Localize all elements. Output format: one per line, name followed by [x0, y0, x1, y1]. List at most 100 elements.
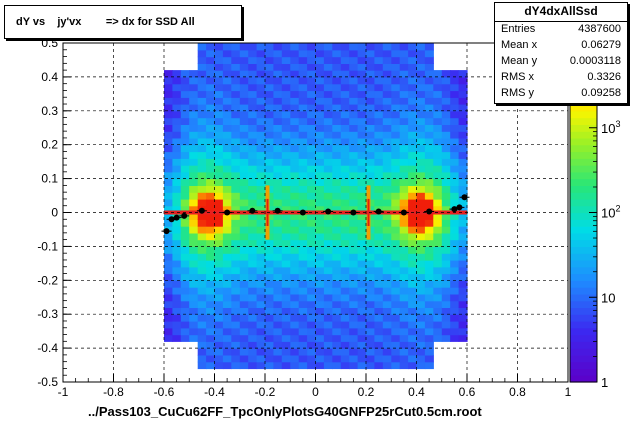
heatmap-cell — [399, 212, 409, 220]
heatmap-cell — [458, 144, 468, 153]
heatmap-cell — [189, 219, 199, 227]
heatmap-cell — [256, 219, 266, 227]
heatmap-cell — [281, 300, 291, 308]
heatmap-cell — [340, 287, 350, 295]
heatmap-cell — [222, 287, 232, 295]
heatmap-cell — [281, 334, 291, 342]
heatmap-cell — [416, 124, 426, 132]
heatmap-cell — [281, 56, 291, 64]
heatmap-cell — [222, 90, 232, 98]
heatmap-cell — [458, 97, 468, 105]
heatmap-cell — [206, 205, 216, 214]
heatmap-cell — [441, 90, 451, 98]
heatmap-cell — [231, 83, 241, 92]
heatmap-cell — [374, 83, 384, 92]
heatmap-cell — [424, 354, 434, 363]
heatmap-cell — [298, 334, 308, 342]
heatmap-cell — [281, 192, 291, 200]
heatmap-cell — [239, 334, 249, 342]
heatmap-cell — [189, 212, 199, 220]
heatmap-cell — [416, 300, 426, 308]
heatmap-cell — [298, 110, 308, 119]
heatmap-cell — [441, 165, 451, 173]
heatmap-cell — [172, 144, 182, 153]
stats-label: Mean x — [501, 39, 538, 51]
heatmap-cell — [323, 226, 333, 234]
heatmap-cell — [256, 90, 266, 98]
heatmap-cell — [265, 110, 274, 119]
heatmap-cell — [340, 266, 350, 275]
heatmap-cell — [256, 287, 266, 295]
heatmap-cell — [172, 219, 182, 227]
heatmap-cell — [172, 266, 182, 275]
palette-cell — [570, 192, 597, 200]
heatmap-cell — [180, 144, 190, 153]
heatmap-cell — [382, 348, 392, 356]
heatmap-cell — [408, 212, 418, 220]
heatmap-cell — [248, 287, 258, 295]
heatmap-cell — [307, 219, 317, 227]
heatmap-cell — [424, 110, 434, 119]
heatmap-cell — [231, 253, 241, 261]
heatmap-cell — [206, 348, 216, 356]
heatmap-cell — [332, 260, 342, 268]
palette-cell — [570, 341, 597, 349]
heatmap-cell — [290, 165, 300, 173]
heatmap-cell — [408, 354, 418, 363]
heatmap-cell — [450, 144, 460, 153]
heatmap-cell — [382, 219, 392, 227]
heatmap-cell — [416, 334, 426, 342]
stats-separator — [495, 21, 627, 22]
heatmap-cell — [374, 260, 384, 268]
heatmap-cell — [172, 321, 182, 329]
palette-cell — [570, 368, 597, 376]
heatmap-cell — [180, 226, 190, 234]
heatmap-cell — [197, 90, 207, 98]
stats-row-entries: Entries 4387600 — [501, 23, 621, 39]
heatmap-cell — [433, 273, 443, 281]
heatmap-cell — [408, 219, 418, 227]
heatmap-cell — [206, 63, 216, 71]
heatmap-cell — [399, 171, 409, 180]
heatmap-cell — [374, 253, 384, 261]
profile-point — [400, 209, 407, 216]
heatmap-cell — [315, 192, 325, 200]
heatmap-cell — [273, 280, 283, 288]
heatmap-cell — [239, 273, 249, 281]
heatmap-cell — [433, 97, 443, 105]
heatmap-cell — [239, 219, 249, 227]
heatmap-cell — [273, 239, 283, 247]
heatmap-cell — [357, 253, 367, 261]
heatmap-cell — [189, 110, 199, 119]
profile-point — [198, 207, 205, 214]
heatmap-cell — [382, 253, 392, 261]
heatmap-cell — [298, 171, 308, 180]
heatmap-cell — [214, 83, 224, 92]
heatmap-cells — [164, 43, 468, 370]
heatmap-cell — [214, 117, 224, 125]
heatmap-cell — [222, 293, 232, 302]
heatmap-cell — [239, 327, 249, 336]
heatmap-cell — [408, 63, 418, 71]
heatmap-cell — [450, 97, 460, 105]
heatmap-cell — [340, 124, 350, 132]
heatmap-cell — [248, 124, 258, 132]
heatmap-cell — [450, 232, 460, 241]
heatmap-cell — [172, 137, 182, 146]
heatmap-cell — [206, 321, 216, 329]
heatmap-cell — [222, 341, 232, 349]
heatmap-cell — [180, 287, 190, 295]
heatmap-cell — [357, 341, 367, 349]
heatmap-cell — [189, 273, 199, 281]
heatmap-cell — [416, 260, 426, 268]
heatmap-cell — [391, 185, 401, 193]
stats-row-mean-y: Mean y 0.0003118 — [501, 55, 621, 71]
heatmap-cell — [222, 158, 232, 166]
heatmap-cell — [206, 144, 216, 153]
heatmap-cell — [222, 253, 232, 261]
heatmap-cell — [349, 321, 359, 329]
heatmap-cell — [441, 266, 451, 275]
heatmap-cell — [281, 307, 291, 315]
heatmap-cell — [450, 110, 460, 119]
